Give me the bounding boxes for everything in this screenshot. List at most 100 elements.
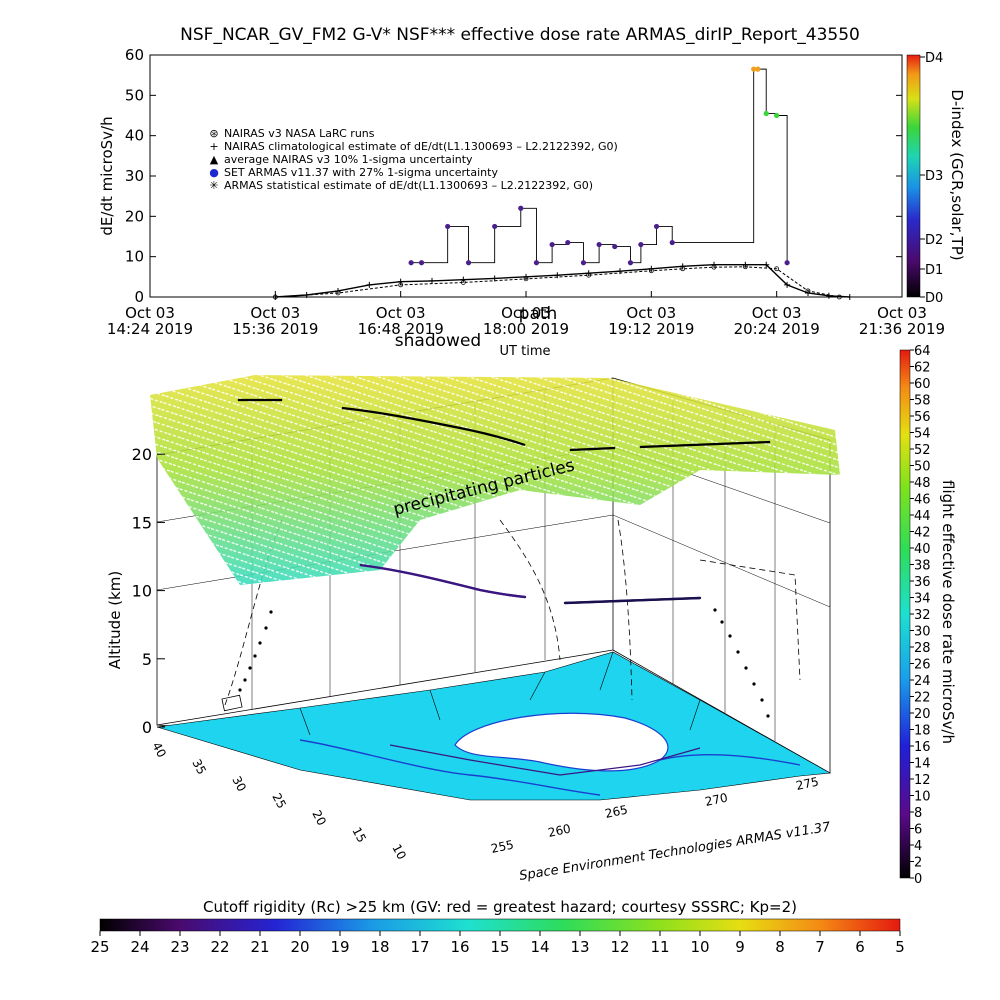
coastline-west [299,739,601,796]
dose-colorbar-label: flight effective dose rate microSv/h [939,480,957,744]
armas-point [627,260,634,266]
top-series [272,66,853,300]
armas-point [638,241,644,248]
latitude-tick-label: 15 [349,825,369,845]
armas-point [492,223,498,230]
armas-statistical-point [742,264,748,270]
cutoff-tick-label: 12 [610,938,629,956]
cutoff-tick-label: 7 [815,938,825,956]
legend-entry: average NAIRAS v3 10% 1-sigma uncertaint… [224,153,473,166]
dindex-tick-label: D4 [925,51,943,66]
cutoff-tick-label: 6 [855,938,865,956]
top-x-axis-label: UT time [500,344,551,359]
x-tick-label-line1: Oct 03 [626,304,676,322]
map-floor [156,651,831,801]
z-tick-label: 15 [132,513,152,532]
dose-rate-sheet [150,375,840,585]
dose-colorbar-tick-label: 40 [914,542,931,557]
dose-colorbar-tick-label: 32 [914,608,931,623]
armas-statistical-point [460,280,466,285]
x-tick-label-line2: 16:48 2019 [358,320,444,338]
dindex-tick-label: D3 [925,169,943,184]
nairas-point [679,263,686,270]
cutoff-ticks: 25 24 23 22 21 20 19 18 17 16 15 14 13 12 11 10 9 8 7 6 5 [90,931,905,956]
dose-colorbar-tick-label: 46 [914,493,931,508]
dose-colorbar-tick-label: 28 [914,641,931,656]
armas-point [518,205,524,211]
dose-colorbar-tick-label: 10 [914,790,931,805]
armas-statistical-point [711,264,717,270]
legend-entry: ARMAS statistical estimate of dE/dt(L1.1… [224,179,593,192]
flight-ground-track [389,744,701,776]
nairas-point [711,261,717,268]
dose-colorbar-tick-label: 48 [914,476,931,491]
dose-colorbar-tick-label: 52 [914,443,931,458]
x-tick-label-line1: Oct 03 [125,304,175,322]
nairas-point [763,261,770,268]
longitude-tick-label: 270 [704,790,729,808]
armas-point [653,223,660,230]
dose-colorbar-tick-label: 24 [914,674,931,689]
y-tick-label: 30 [125,167,144,185]
nairas-point [397,278,404,285]
x-tick-label-line1: Oct 03 [376,304,426,322]
cutoff-tick-label: 17 [410,938,429,956]
cutoff-tick-label: 23 [170,938,189,956]
longitude-tick-label: 255 [490,837,515,855]
dose-colorbar-tick-label: 58 [914,394,931,409]
cutoff-tick-label: 21 [250,938,269,956]
armas-point [612,243,618,250]
z-tick-label: 20 [132,445,152,464]
longitude-tick-label: 260 [547,821,572,839]
x-tick-label-line1: Oct 03 [250,304,300,322]
dose-colorbar-tick-label: 22 [914,691,931,706]
armas-point [418,260,425,266]
dose-colorbar-ticks: 0246810121416182022242628303234363840424… [910,344,931,887]
top-y-axis-label: dE/dt microSv/h [98,116,116,235]
legend-symbol: ✳ [209,179,218,192]
dose-colorbar-tick-label: 54 [914,427,931,442]
y-tick-label: 60 [125,46,144,64]
dindex-tick-label: D1 [925,263,943,278]
dose-colorbar-tick-label: 30 [914,625,931,640]
latitude-tick-label: 25 [269,791,289,811]
x-tick-label-line2: 15:36 2019 [232,320,318,338]
x-tick-label-line2: 19:12 2019 [608,320,694,338]
armas-point [549,241,555,248]
armas-statistical-point [523,276,529,282]
armas-point [580,260,587,266]
legend-entry: SET ARMAS v11.37 with 27% 1-sigma uncert… [224,166,498,179]
legend-entry: NAIRAS climatological estimate of dE/dt(… [224,140,618,153]
y-tick-label: 10 [125,248,144,266]
cutoff-tick-label: 19 [330,938,349,956]
y-tick-label: 0 [134,288,144,306]
state-borders [299,651,701,736]
latitude-ticks: 40 35 30 25 20 15 10 [149,740,409,862]
legend-symbol: ⊛ [209,127,218,140]
armas-point [774,112,780,119]
dose-colorbar-tick-label: 20 [914,707,931,722]
x-tick-label-line2: 14:24 2019 [107,320,193,338]
dose-colorbar-tick-label: 18 [914,724,931,739]
dose-colorbar [899,349,911,879]
y-tick-label: 20 [125,207,144,225]
nairas-point [460,276,467,283]
dose-colorbar-tick-label: 56 [914,410,931,425]
legend-symbol: ▲ [210,153,219,166]
armas-point [751,66,757,72]
armas-point [408,260,414,266]
armas-point [669,239,675,246]
cutoff-tick-label: 16 [450,938,469,956]
armas-point [445,223,451,230]
latitude-tick-label: 30 [229,774,249,794]
dose-colorbar-tick-label: 38 [914,559,931,574]
cutoff-tick-label: 18 [370,938,389,956]
latitude-tick-label: 10 [389,842,409,862]
origin-marker [221,694,243,712]
dindex-label: D-index (GCR,solar,TP) [948,89,966,260]
nairas-point [846,294,853,300]
armas-point [755,66,761,72]
